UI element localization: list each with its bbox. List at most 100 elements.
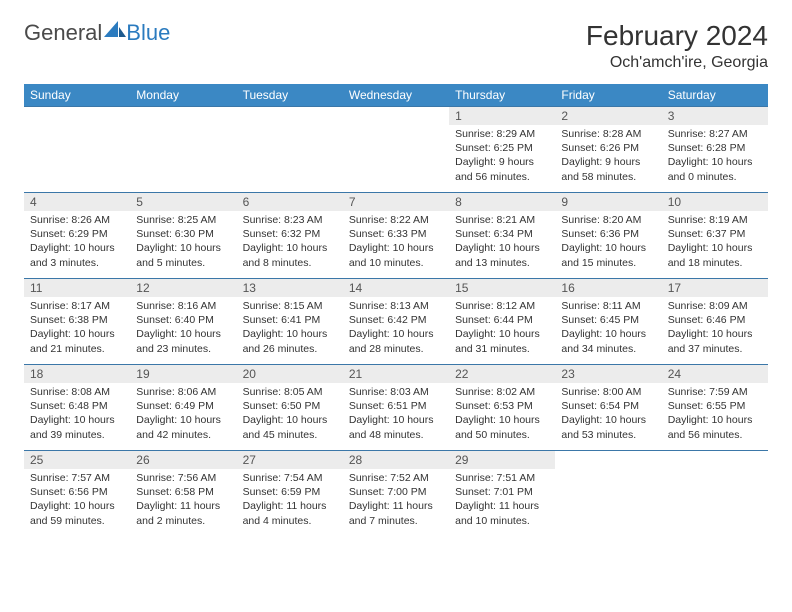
day-number: 9 <box>555 193 661 211</box>
day-ss: Sunset: 7:00 PM <box>349 485 443 499</box>
calendar-cell: 16Sunrise: 8:11 AMSunset: 6:45 PMDayligh… <box>555 279 661 365</box>
day-dl2: and 42 minutes. <box>136 428 230 442</box>
day-sr: Sunrise: 8:26 AM <box>30 213 124 227</box>
day-dl2: and 2 minutes. <box>136 514 230 528</box>
day-number: 15 <box>449 279 555 297</box>
day-details: Sunrise: 8:29 AMSunset: 6:25 PMDaylight:… <box>449 125 555 188</box>
day-sr: Sunrise: 8:16 AM <box>136 299 230 313</box>
day-dl2: and 8 minutes. <box>243 256 337 270</box>
calendar-cell <box>24 107 130 193</box>
day-number: 10 <box>662 193 768 211</box>
day-ss: Sunset: 6:40 PM <box>136 313 230 327</box>
day-dl1: Daylight: 10 hours <box>668 413 762 427</box>
day-number: 7 <box>343 193 449 211</box>
day-dl2: and 56 minutes. <box>455 170 549 184</box>
day-details: Sunrise: 7:51 AMSunset: 7:01 PMDaylight:… <box>449 469 555 532</box>
calendar-cell <box>555 451 661 537</box>
calendar-cell: 29Sunrise: 7:51 AMSunset: 7:01 PMDayligh… <box>449 451 555 537</box>
day-details: Sunrise: 8:13 AMSunset: 6:42 PMDaylight:… <box>343 297 449 360</box>
location: Och'amch'ire, Georgia <box>586 54 768 72</box>
day-details: Sunrise: 8:26 AMSunset: 6:29 PMDaylight:… <box>24 211 130 274</box>
day-ss: Sunset: 6:55 PM <box>668 399 762 413</box>
day-dl1: Daylight: 11 hours <box>455 499 549 513</box>
calendar-cell: 6Sunrise: 8:23 AMSunset: 6:32 PMDaylight… <box>237 193 343 279</box>
day-number: 2 <box>555 107 661 125</box>
day-number: 17 <box>662 279 768 297</box>
day-dl2: and 26 minutes. <box>243 342 337 356</box>
calendar-cell: 25 Sunrise: 7:57 AMSunset: 6:56 PMDayligh… <box>24 451 130 537</box>
calendar-cell <box>343 107 449 193</box>
day-ss: Sunset: 6:56 PM <box>30 485 124 499</box>
calendar-cell: 2Sunrise: 8:28 AMSunset: 6:26 PMDaylight… <box>555 107 661 193</box>
day-number: 23 <box>555 365 661 383</box>
day-sr: Sunrise: 7:59 AM <box>668 385 762 399</box>
month-title: February 2024 <box>586 20 768 52</box>
calendar-cell: 4Sunrise: 8:26 AMSunset: 6:29 PMDaylight… <box>24 193 130 279</box>
day-dl1: Daylight: 10 hours <box>561 241 655 255</box>
day-dl1: Daylight: 10 hours <box>349 413 443 427</box>
weekday-header: Tuesday <box>237 84 343 107</box>
day-sr: Sunrise: 7:52 AM <box>349 471 443 485</box>
day-dl1: Daylight: 10 hours <box>668 241 762 255</box>
calendar-cell: 28Sunrise: 7:52 AMSunset: 7:00 PMDayligh… <box>343 451 449 537</box>
weekday-header-row: Sunday Monday Tuesday Wednesday Thursday… <box>24 84 768 107</box>
day-number: 24 <box>662 365 768 383</box>
day-dl2: and 0 minutes. <box>668 170 762 184</box>
day-dl2: and 4 minutes. <box>243 514 337 528</box>
day-dl1: Daylight: 11 hours <box>136 499 230 513</box>
calendar-cell: 7Sunrise: 8:22 AMSunset: 6:33 PMDaylight… <box>343 193 449 279</box>
calendar-cell: 23Sunrise: 8:00 AMSunset: 6:54 PMDayligh… <box>555 365 661 451</box>
day-dl2: and 59 minutes. <box>30 514 124 528</box>
day-sr: Sunrise: 7:51 AM <box>455 471 549 485</box>
day-ss: Sunset: 6:30 PM <box>136 227 230 241</box>
day-number: 28 <box>343 451 449 469</box>
day-dl1: Daylight: 10 hours <box>455 327 549 341</box>
day-ss: Sunset: 6:51 PM <box>349 399 443 413</box>
day-dl1: Daylight: 10 hours <box>243 241 337 255</box>
day-ss: Sunset: 6:28 PM <box>668 141 762 155</box>
day-ss: Sunset: 6:48 PM <box>30 399 124 413</box>
calendar-cell: 1Sunrise: 8:29 AMSunset: 6:25 PMDaylight… <box>449 107 555 193</box>
day-details: Sunrise: 7:59 AMSunset: 6:55 PMDaylight:… <box>662 383 768 446</box>
calendar-cell: 20Sunrise: 8:05 AMSunset: 6:50 PMDayligh… <box>237 365 343 451</box>
day-ss: Sunset: 6:37 PM <box>668 227 762 241</box>
day-dl1: Daylight: 10 hours <box>30 499 124 513</box>
calendar-cell: 3Sunrise: 8:27 AMSunset: 6:28 PMDaylight… <box>662 107 768 193</box>
day-dl2: and 3 minutes. <box>30 256 124 270</box>
day-sr: Sunrise: 8:13 AM <box>349 299 443 313</box>
day-dl2: and 21 minutes. <box>30 342 124 356</box>
day-sr: Sunrise: 7:56 AM <box>136 471 230 485</box>
day-sr: Sunrise: 7:54 AM <box>243 471 337 485</box>
weekday-header: Saturday <box>662 84 768 107</box>
calendar-table: Sunday Monday Tuesday Wednesday Thursday… <box>24 84 768 537</box>
day-sr: Sunrise: 8:03 AM <box>349 385 443 399</box>
day-ss: Sunset: 6:46 PM <box>668 313 762 327</box>
brand-logo: General Blue <box>24 20 170 46</box>
day-dl1: Daylight: 9 hours <box>455 155 549 169</box>
calendar-cell <box>662 451 768 537</box>
day-details: Sunrise: 7:52 AMSunset: 7:00 PMDaylight:… <box>343 469 449 532</box>
day-details: Sunrise: 8:21 AMSunset: 6:34 PMDaylight:… <box>449 211 555 274</box>
day-sr: Sunrise: 8:05 AM <box>243 385 337 399</box>
calendar-cell: 27Sunrise: 7:54 AMSunset: 6:59 PMDayligh… <box>237 451 343 537</box>
day-details: Sunrise: 8:27 AMSunset: 6:28 PMDaylight:… <box>662 125 768 188</box>
sail-icon <box>104 21 126 37</box>
day-sr: Sunrise: 7:57 AM <box>30 471 124 485</box>
day-dl1: Daylight: 10 hours <box>136 413 230 427</box>
day-ss: Sunset: 6:32 PM <box>243 227 337 241</box>
day-number: 16 <box>555 279 661 297</box>
day-dl1: Daylight: 10 hours <box>30 413 124 427</box>
day-number: 3 <box>662 107 768 125</box>
day-sr: Sunrise: 8:19 AM <box>668 213 762 227</box>
day-sr: Sunrise: 8:11 AM <box>561 299 655 313</box>
day-details: Sunrise: 8:05 AMSunset: 6:50 PMDaylight:… <box>237 383 343 446</box>
calendar-cell: 14Sunrise: 8:13 AMSunset: 6:42 PMDayligh… <box>343 279 449 365</box>
calendar-week-row: 4Sunrise: 8:26 AMSunset: 6:29 PMDaylight… <box>24 193 768 279</box>
calendar-cell: 19Sunrise: 8:06 AMSunset: 6:49 PMDayligh… <box>130 365 236 451</box>
day-dl1: Daylight: 10 hours <box>561 327 655 341</box>
calendar-cell: 9Sunrise: 8:20 AMSunset: 6:36 PMDaylight… <box>555 193 661 279</box>
day-number: 25 <box>24 451 130 469</box>
title-block: February 2024 Och'amch'ire, Georgia <box>586 20 768 72</box>
day-ss: Sunset: 6:38 PM <box>30 313 124 327</box>
day-number: 8 <box>449 193 555 211</box>
